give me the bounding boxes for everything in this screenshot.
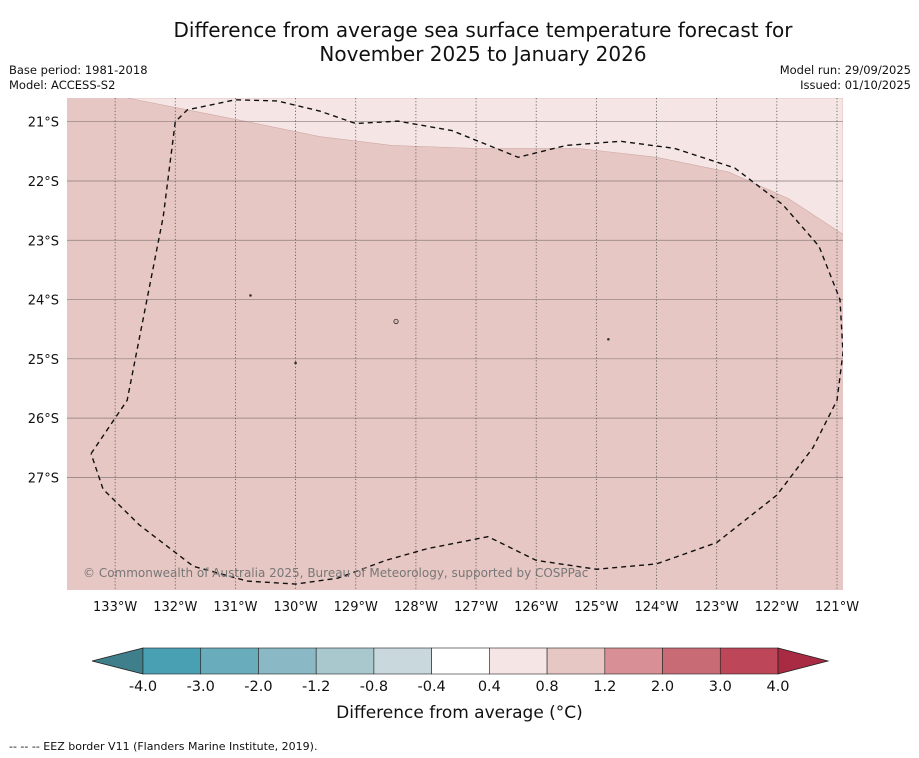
- colorbar-swatch: [258, 647, 317, 675]
- chart-title: Difference from average sea surface temp…: [0, 18, 919, 66]
- colorbar-swatch: [142, 647, 202, 675]
- colorbar-swatch: [200, 647, 259, 675]
- lat-tick-label: 26°S: [28, 412, 59, 427]
- eez-border-line: [90, 99, 843, 585]
- colorbar-tick-label: 0.4: [478, 679, 501, 695]
- lon-tick-label: 132°W: [153, 600, 197, 615]
- left-meta: Base period: 1981-2018 Model: ACCESS-S2: [9, 63, 148, 93]
- lon-tick-label: 121°W: [815, 600, 859, 615]
- chart-title-line1: Difference from average sea surface temp…: [173, 18, 793, 42]
- colorbar-tick-label: -0.4: [417, 679, 445, 695]
- colorbar-swatch: [662, 647, 721, 675]
- issued-text: Issued: 01/10/2025: [800, 78, 911, 92]
- colorbar-tick-label: 1.2: [593, 679, 616, 695]
- chart-title-line2: November 2025 to January 2026: [319, 42, 647, 66]
- colorbar-swatch: [315, 647, 375, 675]
- colorbar: -4.0 -3.0 -2.0 -1.2 -0.8 -0.4 0.4 0.8 1.2 2.0 3.0 4…: [91, 647, 830, 695]
- lon-tick-label: 123°W: [695, 600, 739, 615]
- island-marker: [607, 337, 610, 341]
- island-marker: [249, 294, 252, 297]
- map-layer: 21°S 22°S 23°S 24°S 25°S 26°S 27°S 133°W 132°W 13…: [28, 98, 859, 615]
- lon-tick-label: 129°W: [334, 600, 378, 615]
- lon-tick-label: 125°W: [574, 600, 618, 615]
- colorbar-title: Difference from average (°C): [336, 703, 583, 723]
- lat-tick-label: 22°S: [28, 175, 59, 190]
- colorbar-tick-label: -4.0: [129, 679, 157, 695]
- colorbar-tick-label: -3.0: [187, 679, 215, 695]
- lon-tick-label: 133°W: [93, 600, 137, 615]
- island-marker: [294, 361, 297, 365]
- colorbar-swatch: [431, 647, 490, 675]
- lon-tick-label: 130°W: [274, 600, 318, 615]
- lat-tick-label: 27°S: [28, 471, 59, 486]
- base-period-text: Base period: 1981-2018: [9, 63, 148, 77]
- colorbar-tick-label: 2.0: [651, 679, 674, 695]
- lat-tick-label: 25°S: [28, 353, 59, 368]
- colorbar-tick-label: -0.8: [360, 679, 388, 695]
- colorbar-extend-high: [777, 647, 830, 675]
- colorbar-swatch: [489, 647, 548, 675]
- colorbar-tick-label: -1.2: [302, 679, 330, 695]
- island-marker: [393, 318, 399, 325]
- lat-tick-label: 24°S: [28, 294, 59, 309]
- colorbar-tick-label: 0.8: [536, 679, 559, 695]
- lat-tick-label: 21°S: [28, 116, 59, 131]
- colorbar-tick-label: 4.0: [766, 679, 789, 695]
- eez-footnote: -- -- -- EEZ border V11 (Flanders Marine…: [9, 740, 318, 753]
- lon-tick-label: 126°W: [514, 600, 558, 615]
- right-meta: Model run: 29/09/2025 Issued: 01/10/2025: [780, 63, 911, 93]
- lat-tick-label: 23°S: [28, 234, 59, 249]
- colorbar-swatch: [604, 647, 663, 675]
- colorbar-swatch: [373, 647, 432, 675]
- model-run-text: Model run: 29/09/2025: [779, 63, 911, 77]
- lon-tick-label: 127°W: [454, 600, 498, 615]
- colorbar-extend-low: [91, 647, 144, 675]
- copyright-text: © Commonwealth of Australia 2025, Bureau…: [83, 566, 588, 580]
- colorbar-tick-label: -2.0: [244, 679, 272, 695]
- lon-tick-label: 124°W: [634, 600, 678, 615]
- model-text: Model: ACCESS-S2: [9, 78, 116, 92]
- colorbar-swatch: [546, 647, 606, 675]
- lon-tick-label: 131°W: [213, 600, 257, 615]
- lon-tick-label: 122°W: [755, 600, 799, 615]
- anomaly-field-0.8-1.2: [67, 98, 843, 590]
- lon-tick-label: 128°W: [394, 600, 438, 615]
- map-figure: 21°S 22°S 23°S 24°S 25°S 26°S 27°S 133°W 132°W 13…: [28, 98, 859, 695]
- colorbar-tick-label: 3.0: [709, 679, 732, 695]
- colorbar-swatch: [719, 647, 779, 675]
